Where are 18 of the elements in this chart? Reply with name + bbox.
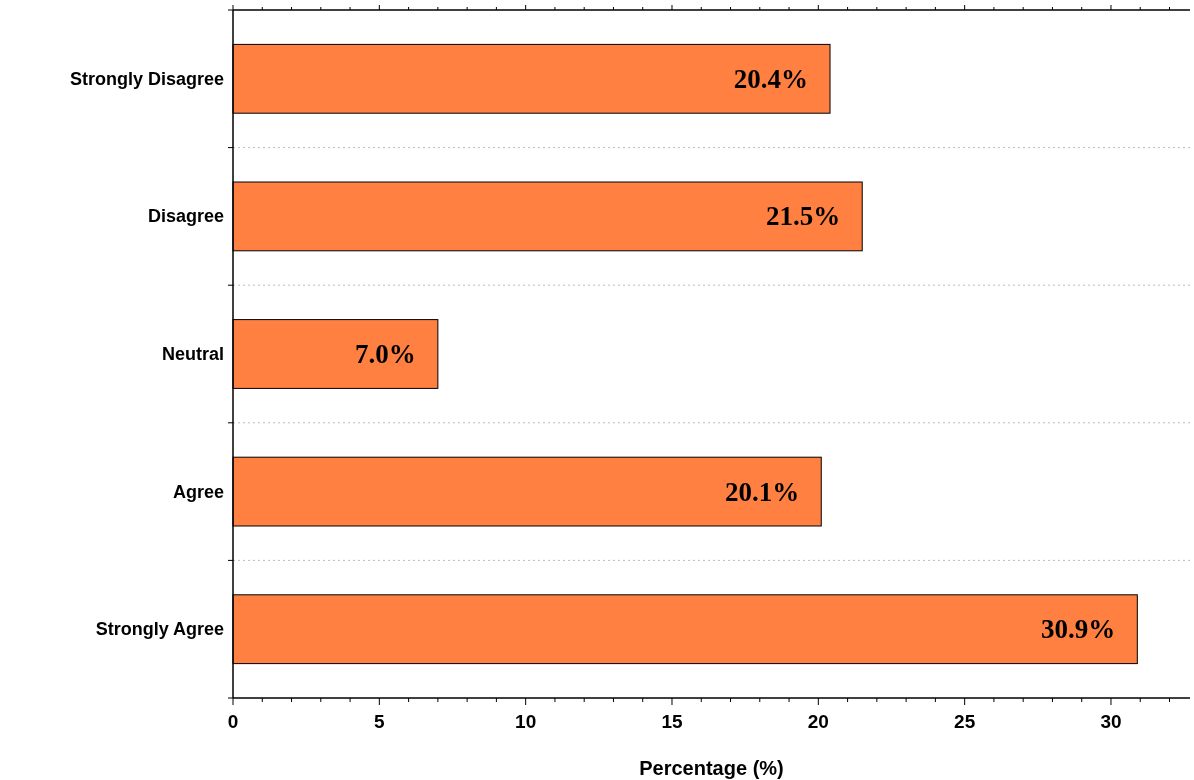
y-tick-label: Disagree <box>147 206 224 227</box>
data-label: 20.4% <box>733 63 809 94</box>
data-label: 30.9% <box>1041 614 1116 645</box>
x-tick-label: 15 <box>661 711 683 732</box>
x-tick-label: 0 <box>227 711 239 732</box>
y-tick-label: Neutral <box>161 344 224 364</box>
y-tick-label: Strongly Disagree <box>69 68 224 89</box>
x-tick-label: 25 <box>954 711 976 732</box>
data-label: 21.5% <box>765 201 841 232</box>
x-tick-label: 20 <box>807 711 829 732</box>
y-tick-label: Agree <box>172 481 224 502</box>
data-label: 7.0% <box>355 339 416 369</box>
x-axis-title: Percentage (%) <box>639 757 784 779</box>
x-tick-label: 10 <box>515 711 537 732</box>
x-tick-label: 5 <box>374 711 386 732</box>
y-tick-label: Strongly Agree <box>95 619 224 640</box>
x-tick-label: 30 <box>1100 711 1122 732</box>
data-label: 20.1% <box>725 476 800 507</box>
